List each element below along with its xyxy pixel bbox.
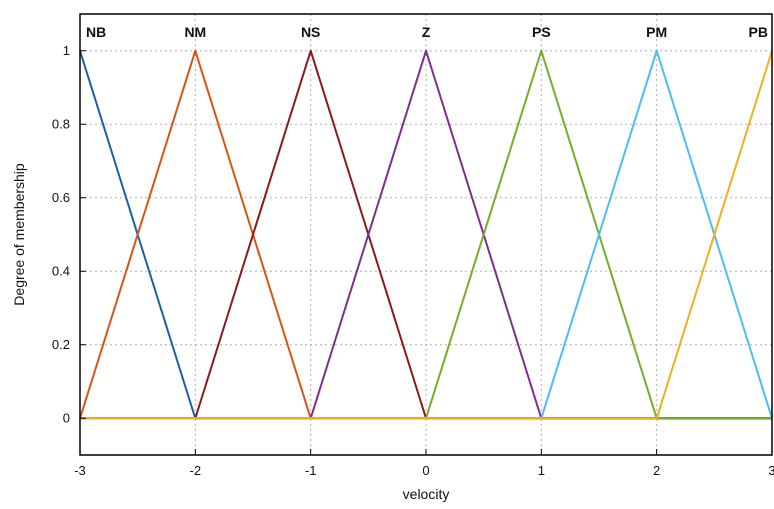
x-axis-label: velocity xyxy=(403,486,450,502)
grid xyxy=(79,14,773,455)
mf-label-ns: NS xyxy=(301,24,320,40)
y-axis-ticks: 0 0.2 0.4 0.6 0.8 1 xyxy=(52,43,86,425)
mf-label-ps: PS xyxy=(532,24,551,40)
mf-label-pb: PB xyxy=(749,24,768,40)
mf-label-pm: PM xyxy=(646,24,667,40)
x-tick-label: 1 xyxy=(538,463,545,478)
y-axis-label: Degree of membership xyxy=(11,163,27,306)
y-tick-label: 0.8 xyxy=(52,116,70,131)
x-tick-label: -2 xyxy=(190,463,202,478)
series-group xyxy=(79,49,773,420)
y-tick-label: 0 xyxy=(63,410,70,425)
x-tick-label: 2 xyxy=(653,463,660,478)
y-tick-label: 1 xyxy=(63,43,70,58)
mf-label-nb: NB xyxy=(86,24,106,40)
y-tick-label: 0.4 xyxy=(52,263,70,278)
series-line-pb xyxy=(80,50,773,420)
x-axis-ticks: -3 -2 -1 0 1 2 3 xyxy=(74,449,774,478)
y-tick-label: 0.6 xyxy=(52,190,70,205)
membership-labels: NB NM NS Z PS PM PB xyxy=(86,24,768,40)
x-tick-label: -3 xyxy=(74,463,86,478)
y-tick-label: 0.2 xyxy=(52,337,70,352)
x-tick-label: 3 xyxy=(768,463,774,478)
mf-label-nm: NM xyxy=(184,24,206,40)
x-tick-label: -1 xyxy=(305,463,317,478)
mf-label-z: Z xyxy=(422,24,431,40)
x-tick-label: 0 xyxy=(422,463,429,478)
